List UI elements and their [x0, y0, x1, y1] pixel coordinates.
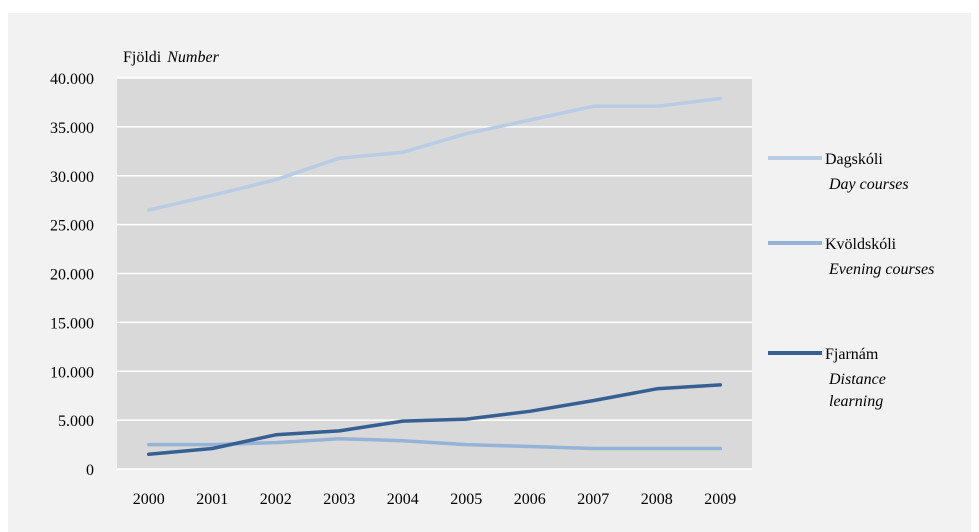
series-distance-learning — [147, 383, 723, 457]
legend-item: Dagskóli Day courses — [768, 151, 909, 193]
x-axis-tick-labels: 2000 2001 2002 2003 2004 2005 2006 2007 2008 2009 — [133, 491, 737, 508]
x-tick-label: 2009 — [704, 491, 736, 508]
x-tick-label: 2008 — [641, 491, 673, 508]
y-tick-label: 15.000 — [50, 315, 94, 332]
x-tick-label: 2004 — [387, 491, 419, 508]
y-tick-label: 40.000 — [50, 71, 94, 88]
x-tick-label: 2001 — [196, 491, 228, 508]
y-axis-label-is: Fjöldi — [123, 49, 162, 66]
series-line — [147, 436, 723, 451]
series-line — [147, 96, 723, 212]
x-tick-label: 2003 — [323, 491, 355, 508]
legend-label: Kvöldskóli — [825, 236, 897, 253]
legend-label-en: Day courses — [828, 176, 909, 193]
legend-label-en: learning — [829, 393, 883, 410]
series-lines — [147, 96, 723, 457]
legend-item: Kvöldskóli Evening courses — [768, 236, 934, 278]
y-tick-label: 20.000 — [50, 267, 94, 284]
legend-label-en: Distance — [828, 371, 886, 388]
legend-label-en: Evening courses — [828, 261, 934, 278]
x-tick-label: 2006 — [514, 491, 546, 508]
y-tick-label: 25.000 — [50, 218, 94, 235]
legend: Dagskóli Day courses Kvöldskóli Evening cou… — [768, 151, 934, 410]
y-axis-label-en: Number — [166, 49, 219, 66]
y-axis-tick-labels: 0 5.000 10.000 15.000 20.000 25.000 30.000 35.0… — [50, 71, 94, 479]
x-tick-label: 2000 — [133, 491, 165, 508]
legend-item: Fjarnám Distance learning — [768, 346, 886, 410]
y-tick-label: 0 — [86, 462, 94, 479]
legend-label: Dagskóli — [825, 151, 883, 168]
y-tick-label: 30.000 — [50, 169, 94, 186]
series-line — [147, 383, 723, 457]
y-tick-label: 35.000 — [50, 120, 94, 137]
x-tick-label: 2005 — [450, 491, 482, 508]
x-tick-label: 2007 — [577, 491, 609, 508]
series-evening-courses — [147, 436, 723, 451]
series-day-courses — [147, 96, 723, 212]
legend-label: Fjarnám — [825, 346, 879, 363]
y-tick-label: 10.000 — [50, 364, 94, 381]
y-axis-label: Fjöldi Number — [123, 49, 220, 66]
gridlines — [117, 77, 752, 470]
y-tick-label: 5.000 — [58, 413, 94, 430]
x-tick-label: 2002 — [260, 491, 292, 508]
